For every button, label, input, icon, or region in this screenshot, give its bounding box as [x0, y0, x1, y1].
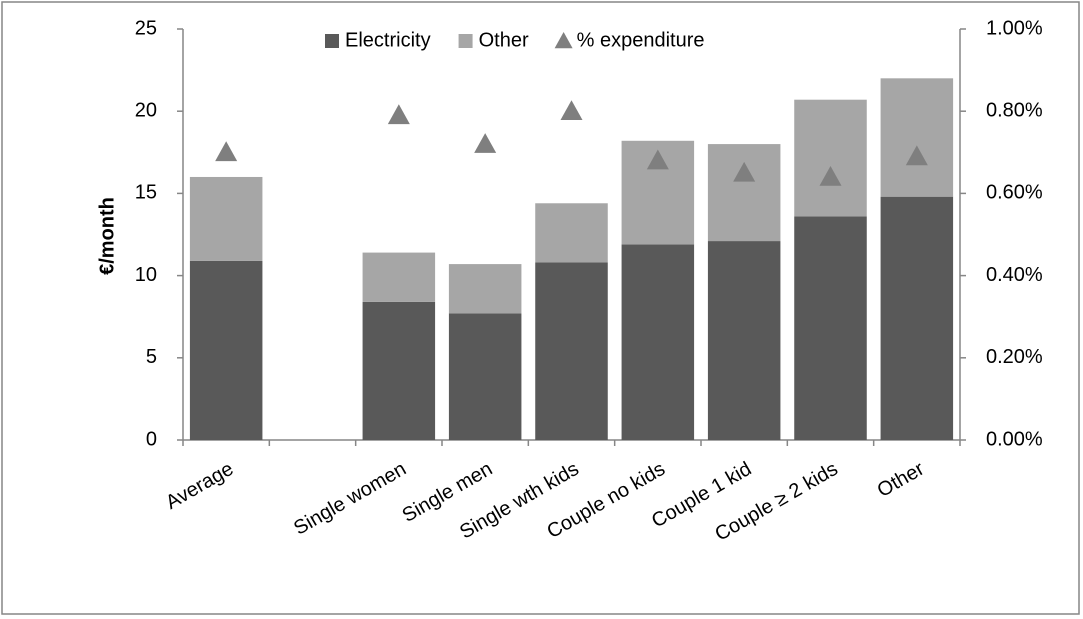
- y-tick-label: 10: [135, 264, 157, 286]
- y-tick-label: 20: [135, 99, 157, 121]
- y2-tick-label: 0.60%: [986, 182, 1043, 204]
- legend-swatch: [458, 34, 473, 48]
- marker: [819, 165, 842, 186]
- marker: [215, 141, 238, 162]
- y2-tick-label: 0.40%: [986, 264, 1043, 286]
- bar: [362, 252, 436, 302]
- y2-tick-label: 1.00%: [986, 17, 1043, 39]
- bar: [794, 99, 867, 217]
- marker: [387, 104, 410, 125]
- bar: [362, 301, 436, 440]
- legend-label: Other: [479, 29, 529, 51]
- marker: [733, 161, 756, 182]
- bar: [189, 260, 263, 440]
- bar: [794, 216, 867, 440]
- marker: [560, 100, 583, 120]
- bar: [448, 313, 522, 440]
- y-tick-label: 0: [146, 428, 157, 450]
- legend-swatch: [554, 32, 573, 49]
- bar: [707, 144, 781, 242]
- bar: [880, 78, 954, 197]
- bar: [448, 264, 522, 314]
- y-axis-label: €/month: [96, 197, 118, 275]
- bar: [535, 262, 608, 440]
- legend-swatch: [325, 34, 339, 48]
- y2-tick-label: 0.00%: [986, 428, 1043, 450]
- bar: [535, 203, 608, 263]
- bar: [189, 176, 263, 261]
- legend-label: Electricity: [345, 29, 431, 51]
- y-tick-label: 15: [135, 182, 157, 204]
- legend-label: % expenditure: [577, 29, 705, 51]
- y-tick-label: 25: [135, 17, 157, 39]
- y2-tick-label: 0.20%: [986, 346, 1043, 368]
- marker: [646, 149, 669, 170]
- bar: [621, 244, 695, 440]
- bar: [707, 241, 781, 440]
- y-tick-label: 5: [146, 346, 157, 368]
- marker: [474, 133, 497, 153]
- y2-tick-label: 0.80%: [986, 99, 1043, 121]
- marker: [905, 145, 928, 166]
- bar: [880, 196, 954, 440]
